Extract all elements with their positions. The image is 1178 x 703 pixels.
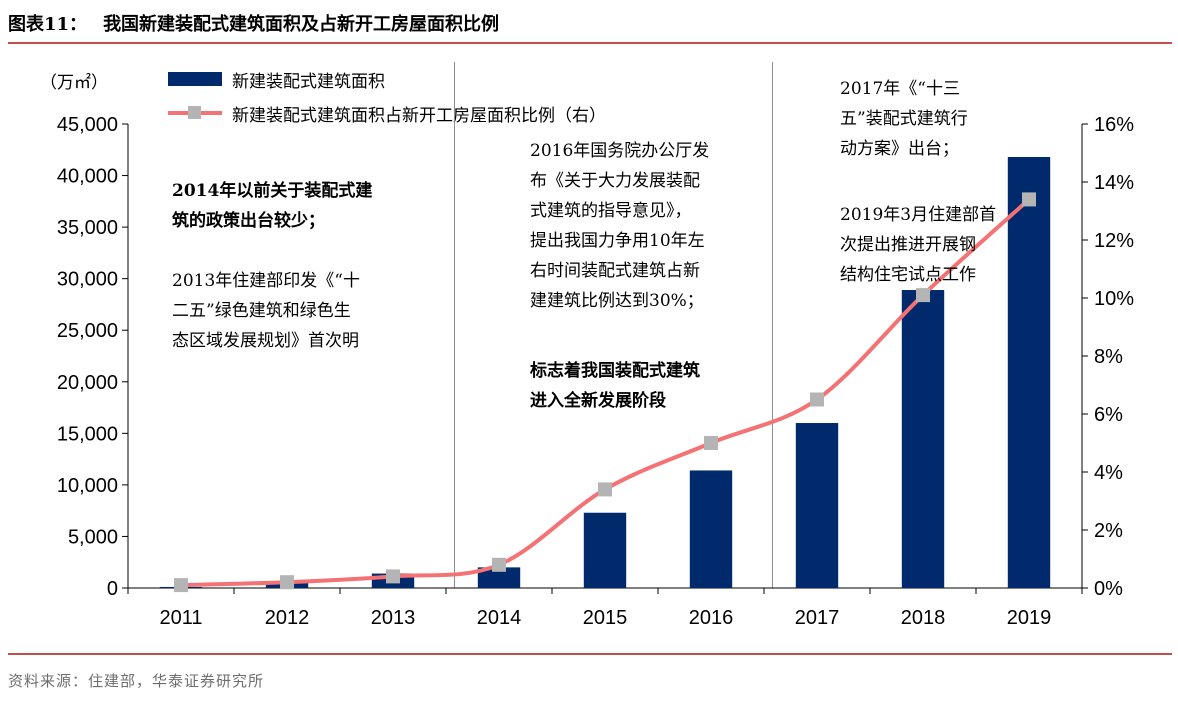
legend-bar-swatch [168, 72, 222, 86]
right-tick-label: 4% [1094, 462, 1123, 484]
bar-2017 [795, 423, 839, 588]
ratio-point-2018 [916, 288, 930, 303]
left-tick-label: 15,000 [57, 423, 118, 445]
x-tick-label: 2014 [477, 607, 522, 629]
ratio-point-2019 [1022, 192, 1036, 207]
x-tick-label: 2019 [1007, 607, 1052, 629]
left-tick-label: 5,000 [68, 526, 118, 548]
right-tick-label: 10% [1094, 288, 1134, 310]
legend-line-label: 新建装配式建筑面积占新开工房屋面积比例（右） [232, 105, 606, 126]
annotation-2016-policy: 2016年国务院办公厅发 布《关于大力发展装配 式建筑的指导意见》， 提出我国力… [530, 141, 710, 311]
legend-item-bars: 新建装配式建筑面积 [168, 66, 385, 92]
left-tick-label: 0 [107, 578, 118, 600]
bar-2016 [689, 470, 733, 588]
x-tick-label: 2017 [795, 607, 840, 629]
x-tick-label: 2011 [159, 607, 202, 629]
right-tick-label: 16% [1094, 114, 1134, 136]
legend-item-line: 新建装配式建筑面积占新开工房屋面积比例（右） [168, 100, 606, 126]
left-tick-label: 20,000 [57, 372, 118, 394]
left-tick-label: 35,000 [57, 217, 118, 239]
annotation-2019-pilot: 2019年3月住建部首 次提出推进开展钢 结构住宅试点工作 [840, 205, 997, 285]
ratio-point-2017 [810, 392, 824, 407]
left-tick-label: 25,000 [57, 320, 118, 342]
ratio-point-2013 [386, 569, 400, 584]
ratio-point-2015 [598, 482, 612, 497]
figure-label: 图表11： [8, 14, 88, 35]
bar-2019 [1007, 156, 1051, 589]
right-tick-label: 8% [1094, 346, 1123, 368]
left-tick-label: 30,000 [57, 269, 118, 291]
x-tick-label: 2018 [901, 607, 946, 629]
ratio-point-2011 [174, 578, 188, 593]
right-tick-label: 0% [1094, 578, 1123, 600]
left-tick-label: 45,000 [57, 114, 118, 136]
right-tick-label: 6% [1094, 404, 1123, 426]
bar-2014 [477, 567, 521, 588]
annotation-2014-summary: 2014年以前关于装配式建 筑的政策出台较少； [172, 181, 373, 231]
right-tick-label: 12% [1094, 230, 1134, 252]
x-tick-label: 2012 [265, 607, 310, 629]
bar-2018 [901, 290, 945, 588]
legend-bar-label: 新建装配式建筑面积 [232, 71, 385, 92]
figure-title: 我国新建装配式建筑面积及占新开工房屋面积比例 [103, 14, 500, 35]
bottom-rule [8, 653, 1172, 655]
left-tick-label: 40,000 [57, 166, 118, 188]
left-tick-label: 10,000 [57, 475, 118, 497]
left-axis-unit: （万㎡） [40, 73, 108, 92]
bar-2015 [583, 512, 627, 588]
source-note: 资料来源：住建部，华泰证券研究所 [8, 672, 265, 690]
right-tick-label: 2% [1094, 520, 1123, 542]
x-tick-label: 2015 [583, 607, 628, 629]
figure-title-block: 图表11： 我国新建装配式建筑面积及占新开工房屋面积比例 [8, 10, 499, 36]
annotation-2013-policy: 2013年住建部印发《“十 二五”绿色建筑和绿色生 态区域发展规划》首次明 [172, 271, 360, 351]
right-tick-label: 14% [1094, 172, 1134, 194]
annotation-2017-plan: 2017年《“十三 五”装配式建筑行 动方案》出台； [840, 79, 968, 159]
ratio-point-2012 [280, 575, 294, 590]
x-tick-label: 2013 [371, 607, 416, 629]
ratio-point-2016 [704, 436, 718, 450]
ratio-point-2014 [492, 557, 506, 572]
top-rule [8, 42, 1172, 44]
legend-line-swatch [168, 106, 222, 119]
x-tick-label: 2016 [689, 607, 734, 629]
annotation-new-stage: 标志着我国装配式建筑 进入全新发展阶段 [530, 361, 700, 411]
